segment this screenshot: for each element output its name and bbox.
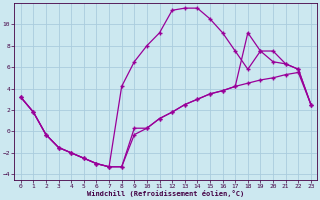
X-axis label: Windchill (Refroidissement éolien,°C): Windchill (Refroidissement éolien,°C) xyxy=(87,190,244,197)
